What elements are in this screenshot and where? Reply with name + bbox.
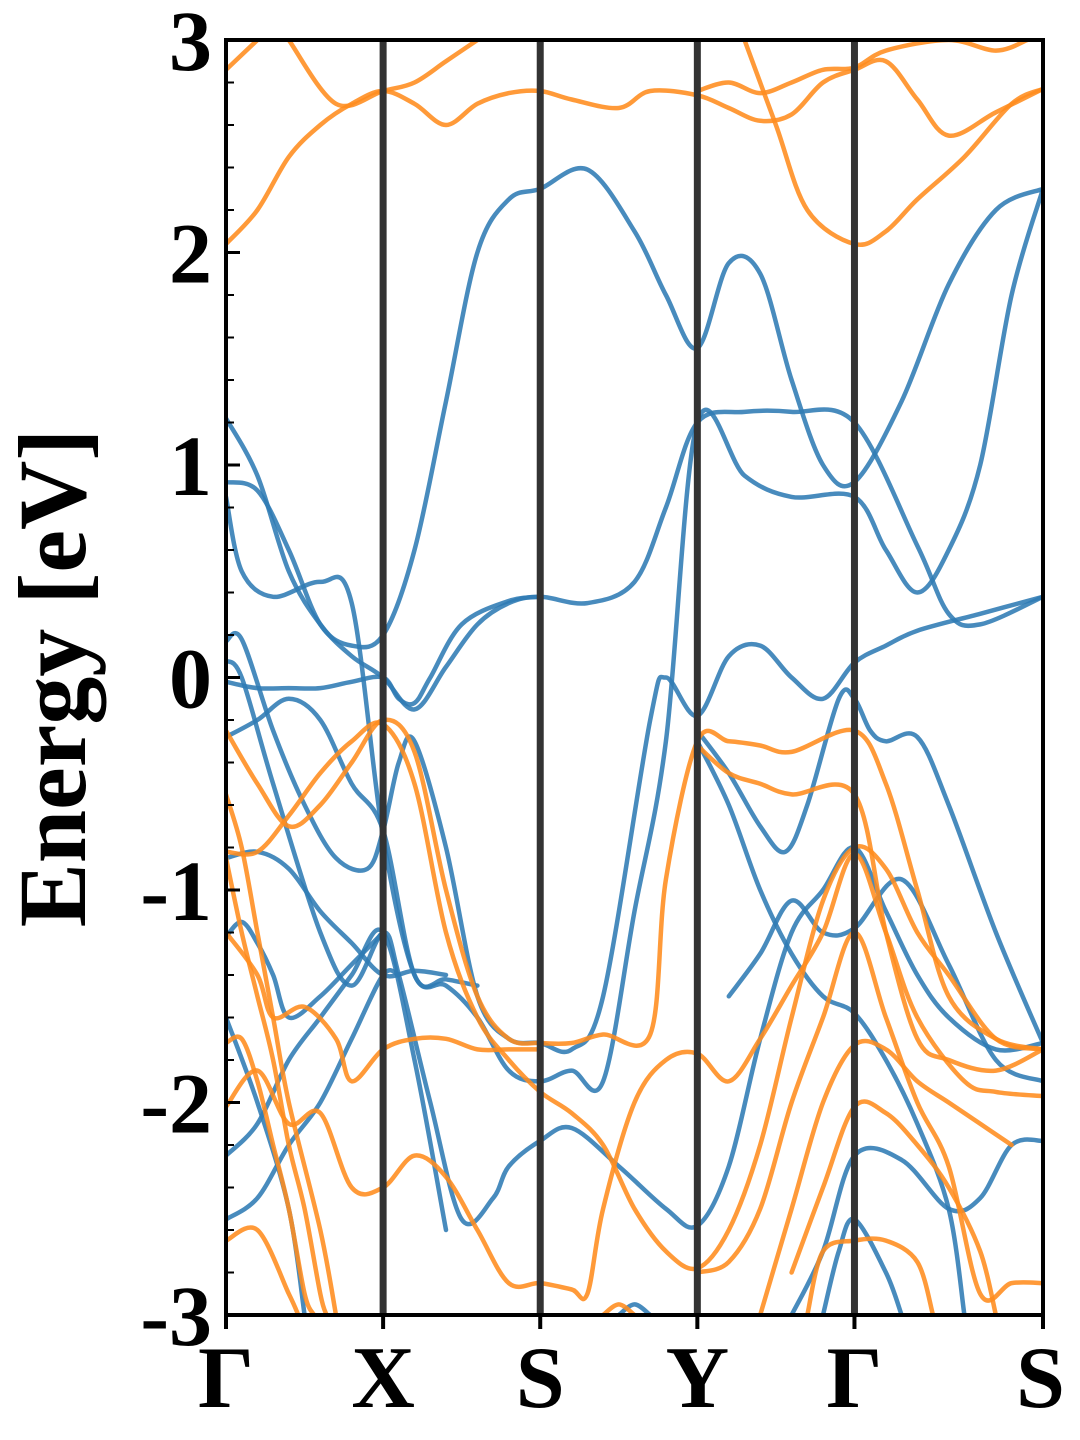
y-axis-label: Energy [eV] <box>0 429 106 928</box>
band-lines <box>226 40 1043 1315</box>
orange-band-23 <box>226 717 1043 1052</box>
orange-band-20 <box>286 40 480 109</box>
blue-band-9 <box>226 919 386 1021</box>
blue-band-10 <box>695 739 967 1315</box>
k-point-label: S <box>516 1330 565 1427</box>
orange-band-27 <box>226 930 543 1084</box>
orange-band-18 <box>226 57 1043 247</box>
blue-band-13 <box>226 968 402 1222</box>
orange-band-31 <box>695 743 1043 1074</box>
blue-band-2 <box>226 186 1043 1093</box>
orange-band-32 <box>695 930 1043 1303</box>
orange-band-30 <box>226 1225 301 1315</box>
k-point-label: S <box>1016 1330 1065 1427</box>
blue-band-0 <box>226 407 1043 712</box>
blue-band-3 <box>226 594 1043 1055</box>
y-tick-label: -3 <box>140 1268 212 1364</box>
y-tick-label: 1 <box>169 418 212 514</box>
orange-band-36 <box>600 1302 637 1315</box>
y-axis-ticks: 3 2 1 0 -1 -2 -3 <box>140 0 240 1364</box>
blue-band-1 <box>226 165 1043 650</box>
orange-band-21 <box>695 40 1030 96</box>
orange-band-25 <box>226 720 1043 1272</box>
orange-band-19 <box>226 40 260 73</box>
orange-band-33 <box>757 1038 1014 1315</box>
blue-band-4 <box>226 594 543 707</box>
k-point-label: Y <box>666 1330 730 1427</box>
orange-band-22 <box>742 40 1043 248</box>
orange-band-34 <box>789 1099 999 1315</box>
orange-band-28 <box>226 1034 317 1315</box>
high-symmetry-lines <box>379 40 858 1315</box>
orange-band-35 <box>805 1236 936 1315</box>
blue-band-12 <box>226 927 449 1233</box>
y-tick-label: 0 <box>169 631 212 727</box>
y-tick-label: 2 <box>169 206 212 302</box>
orange-band-26 <box>226 855 329 1315</box>
blue-band-8 <box>226 849 449 979</box>
y-tick-label: -2 <box>140 1056 212 1152</box>
blue-band-15 <box>820 1216 904 1315</box>
y-tick-label: -1 <box>140 843 212 939</box>
blue-band-16 <box>616 1302 653 1315</box>
k-point-label: Γ <box>826 1330 882 1427</box>
y-tick-label: 3 <box>169 0 212 89</box>
k-point-label: X <box>351 1330 415 1427</box>
blue-band-6 <box>226 696 480 989</box>
k-point-label: Γ <box>198 1330 254 1427</box>
